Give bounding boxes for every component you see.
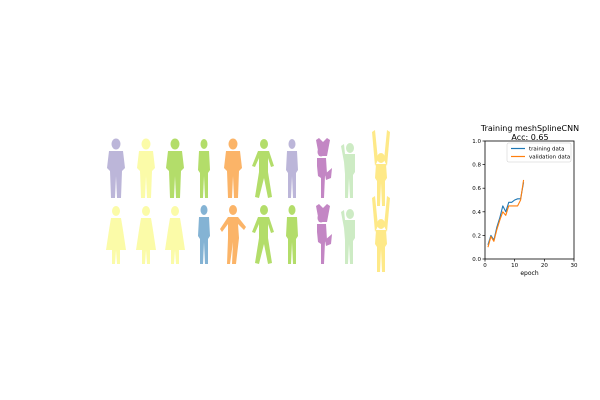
silhouette-figure-standing bbox=[137, 138, 155, 198]
legend-box bbox=[506, 142, 572, 163]
y-tick-label: 0.2 bbox=[472, 233, 481, 239]
silhouette-figure-arm-raised bbox=[341, 209, 355, 264]
y-tick-label: 0.8 bbox=[472, 163, 481, 169]
y-tick-label: 1.0 bbox=[472, 139, 481, 145]
x-tick-label: 20 bbox=[541, 263, 548, 269]
y-tick-label: 0.6 bbox=[472, 186, 481, 192]
y-tick-label: 0.0 bbox=[472, 257, 481, 263]
silhouette-figure-standing-slim bbox=[286, 205, 298, 264]
legend-label-training: training data bbox=[529, 147, 564, 153]
legend-label-validation: validation data bbox=[529, 155, 570, 161]
silhouette-figure-standing-slim bbox=[198, 205, 210, 264]
chart-subtitle: Acc: 0.65 bbox=[511, 133, 548, 142]
y-tick-label: 0.4 bbox=[472, 210, 481, 216]
x-tick-label: 0 bbox=[483, 263, 487, 269]
silhouette-figure-dress bbox=[165, 206, 185, 264]
silhouette-figure-standing bbox=[107, 138, 125, 198]
silhouette-figure-dress bbox=[106, 206, 126, 264]
silhouette-figure-arm-raised bbox=[341, 143, 355, 198]
silhouette-figure-yoga bbox=[316, 204, 332, 264]
silhouette-figure-yoga bbox=[316, 138, 332, 198]
silhouette-figure-arms-out bbox=[220, 205, 246, 264]
silhouette-figure-standing-slim bbox=[286, 139, 298, 198]
silhouette-figure-arms-up bbox=[372, 196, 390, 272]
silhouette-figure-standing bbox=[166, 138, 184, 198]
legend: training data validation data bbox=[506, 142, 572, 163]
chart-title: Training meshSplineCNN bbox=[480, 124, 579, 133]
silhouette-figure-dress bbox=[136, 206, 156, 264]
silhouette-figure-standing-slim bbox=[198, 139, 210, 198]
silhouette-figure-walking bbox=[252, 205, 274, 264]
validation-data-line bbox=[487, 179, 525, 248]
plot-frame bbox=[484, 140, 575, 260]
silhouette-figure-standing bbox=[224, 138, 242, 198]
silhouette-figure-arms-up bbox=[372, 130, 390, 206]
x-tick-label: 30 bbox=[571, 263, 578, 269]
x-tick-label: 10 bbox=[511, 263, 518, 269]
x-axis-label: epoch bbox=[520, 270, 538, 277]
silhouette-figure-walking bbox=[252, 139, 274, 198]
